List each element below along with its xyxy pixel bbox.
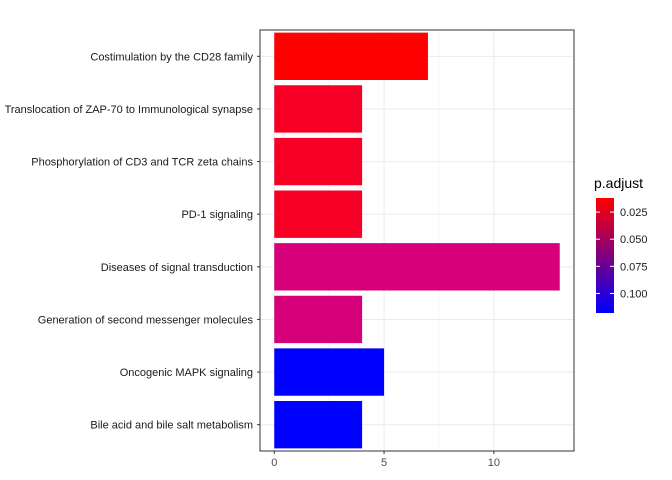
bar — [274, 190, 363, 238]
x-tick-label: 10 — [488, 457, 500, 469]
x-axis-ticks: 0 5 10 — [271, 451, 500, 469]
category-label: Phosphorylation of CD3 and TCR zeta chai… — [31, 157, 253, 169]
plot-panel-border — [259, 29, 575, 452]
category-label: Bile acid and bile salt metabolism — [90, 420, 253, 432]
bars — [274, 32, 560, 449]
legend-label: 0.025 — [620, 207, 648, 219]
category-labels: Costimulation by the CD28 family Transloc… — [5, 51, 260, 432]
category-label: Costimulation by the CD28 family — [90, 51, 253, 63]
bar — [274, 295, 363, 344]
category-label: Diseases of signal transduction — [101, 262, 253, 274]
legend-label: 0.075 — [620, 261, 648, 273]
x-tick-label: 5 — [381, 457, 387, 469]
category-label: PD-1 signaling — [181, 209, 253, 221]
category-label: Translocation of ZAP-70 to Immunological… — [5, 104, 253, 116]
legend: p.adjust 0.025 0.050 0.075 0.100 — [594, 175, 648, 313]
bar — [274, 401, 363, 449]
bar — [274, 85, 363, 133]
legend-title: p.adjust — [594, 175, 643, 191]
legend-label: 0.050 — [620, 234, 648, 246]
legend-colorbar — [596, 198, 614, 313]
category-label: Oncogenic MAPK signaling — [120, 367, 253, 379]
bar — [274, 32, 428, 80]
category-label: Generation of second messenger molecules — [38, 314, 254, 326]
bar — [274, 137, 363, 186]
x-tick-label: 0 — [271, 457, 277, 469]
legend-ticks: 0.025 0.050 0.075 0.100 — [596, 207, 648, 300]
bar — [274, 243, 560, 291]
bar — [274, 348, 385, 396]
legend-label: 0.100 — [620, 288, 648, 300]
